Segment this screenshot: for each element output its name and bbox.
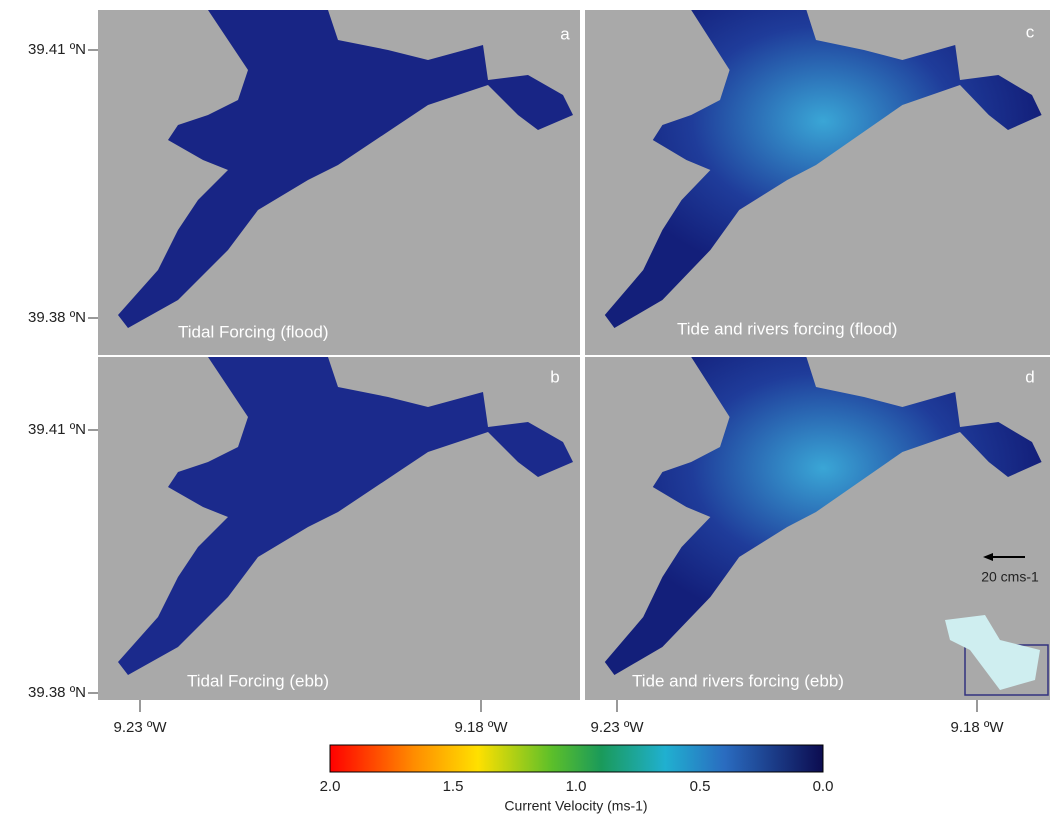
x-tick-label: 9.18 ºW bbox=[951, 719, 1005, 736]
panel-b bbox=[98, 357, 580, 700]
scale-label: 20 cms-1 bbox=[981, 569, 1039, 585]
x-tick-label: 9.23 ºW bbox=[114, 719, 168, 736]
panel-caption: Tide and rivers forcing (flood) bbox=[677, 319, 897, 338]
colorbar-tick: 0.5 bbox=[690, 778, 711, 795]
panel-d bbox=[585, 357, 1050, 700]
x-tick-label: 9.23 ºW bbox=[591, 719, 645, 736]
colorbar: 2.0 1.5 1.0 0.5 0.0 Current Velocity (ms… bbox=[320, 745, 834, 814]
y-tick-label: 39.41 ºN bbox=[28, 421, 86, 438]
panel-a bbox=[98, 10, 580, 355]
x-axis: 9.23 ºW 9.18 ºW 9.23 ºW 9.18 ºW bbox=[114, 700, 1005, 736]
y-axis: 39.41 ºN 39.38 ºN 39.41 ºN 39.38 ºN bbox=[28, 41, 98, 701]
y-tick-label: 39.38 ºN bbox=[28, 684, 86, 701]
figure: a c b d Tidal Forcing (flood) Tide and r… bbox=[0, 0, 1055, 821]
panel-letter: d bbox=[1025, 367, 1034, 386]
colorbar-tick: 1.5 bbox=[443, 778, 464, 795]
panel-letter: b bbox=[550, 367, 559, 386]
y-tick-label: 39.38 ºN bbox=[28, 309, 86, 326]
panel-caption: Tidal Forcing (flood) bbox=[178, 322, 329, 341]
colorbar-tick: 1.0 bbox=[566, 778, 587, 795]
panel-caption: Tidal Forcing (ebb) bbox=[187, 671, 329, 690]
colorbar-tick: 0.0 bbox=[813, 778, 834, 795]
colorbar-title: Current Velocity (ms-1) bbox=[504, 798, 647, 814]
panel-letter: c bbox=[1026, 22, 1035, 41]
panel-caption: Tide and rivers forcing (ebb) bbox=[632, 671, 844, 690]
panel-letter: a bbox=[560, 24, 570, 43]
colorbar-gradient bbox=[330, 745, 823, 772]
y-tick-label: 39.41 ºN bbox=[28, 41, 86, 58]
panel-c bbox=[585, 10, 1050, 355]
x-tick-label: 9.18 ºW bbox=[455, 719, 509, 736]
colorbar-tick: 2.0 bbox=[320, 778, 341, 795]
